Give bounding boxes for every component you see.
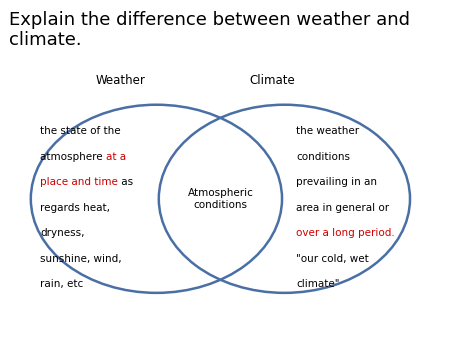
Text: as: as xyxy=(118,177,133,187)
Text: area in general or: area in general or xyxy=(296,203,389,213)
Text: climate": climate" xyxy=(296,279,340,289)
Text: at a: at a xyxy=(106,152,126,162)
Text: Atmospheric
conditions: Atmospheric conditions xyxy=(188,188,253,209)
Text: Climate: Climate xyxy=(250,74,295,87)
Text: Explain the difference between weather and
climate.: Explain the difference between weather a… xyxy=(9,11,410,49)
Text: Weather: Weather xyxy=(96,74,146,87)
Text: the weather: the weather xyxy=(296,126,359,136)
Text: conditions: conditions xyxy=(296,152,350,162)
Text: rain, etc: rain, etc xyxy=(40,279,83,289)
Text: atmosphere: atmosphere xyxy=(40,152,106,162)
Text: the state of the: the state of the xyxy=(40,126,121,136)
Text: over a long period.: over a long period. xyxy=(296,228,395,238)
Text: regards heat,: regards heat, xyxy=(40,203,110,213)
Text: sunshine, wind,: sunshine, wind, xyxy=(40,254,122,264)
Text: "our cold, wet: "our cold, wet xyxy=(296,254,369,264)
Text: dryness,: dryness, xyxy=(40,228,85,238)
Text: place and time: place and time xyxy=(40,177,118,187)
Text: prevailing in an: prevailing in an xyxy=(296,177,377,187)
